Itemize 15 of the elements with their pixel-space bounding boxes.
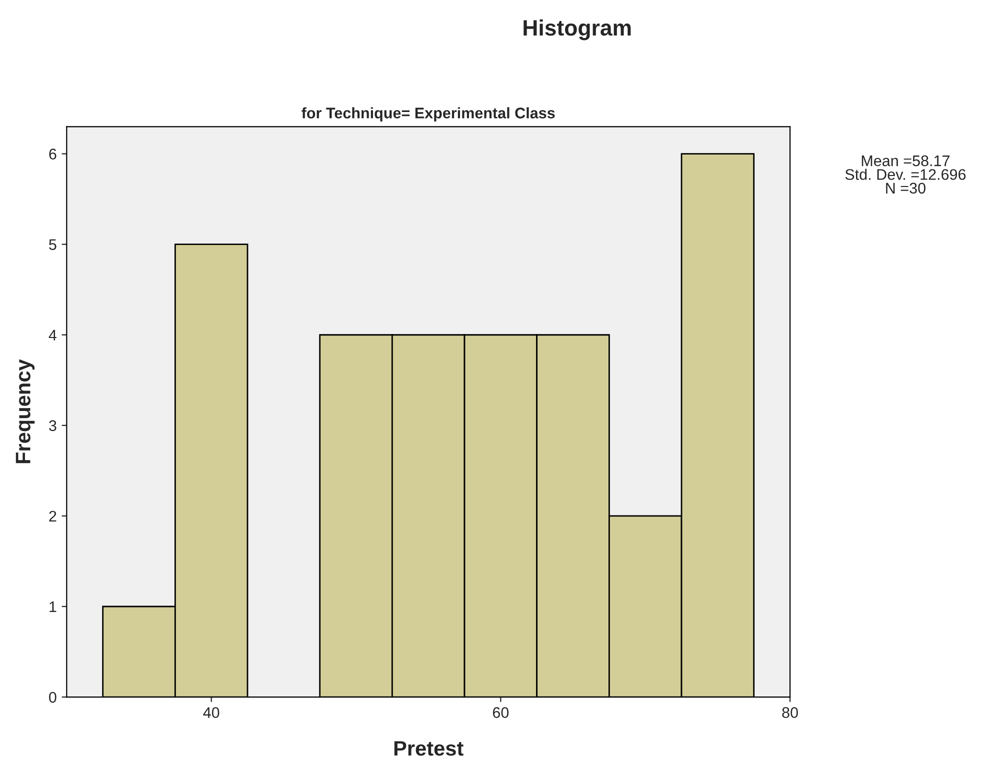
y-tick-label: 6 [49, 148, 56, 160]
y-tick-label: 4 [48, 330, 56, 340]
y-tick-label: 3 [49, 420, 56, 432]
chart-subtitle: for Technique= Experimental Class [302, 107, 555, 122]
y-tick-label: 2 [49, 510, 56, 522]
y-tick-label: 5 [49, 239, 56, 250]
chart-title: Histogram [524, 19, 631, 40]
y-tick-label: 1 [50, 602, 56, 612]
x-tick-label: 40 [203, 707, 220, 718]
y-axis-title: Frequency [16, 359, 35, 464]
x-axis-title: Pretest [394, 741, 464, 756]
text: Mean =58.17 Std. Dev. =12.696 N =30 [845, 155, 966, 194]
y-tick-label: 0 [49, 692, 56, 703]
x-tick-label: 60 [492, 707, 509, 718]
x-tick-label: 80 [782, 707, 798, 718]
